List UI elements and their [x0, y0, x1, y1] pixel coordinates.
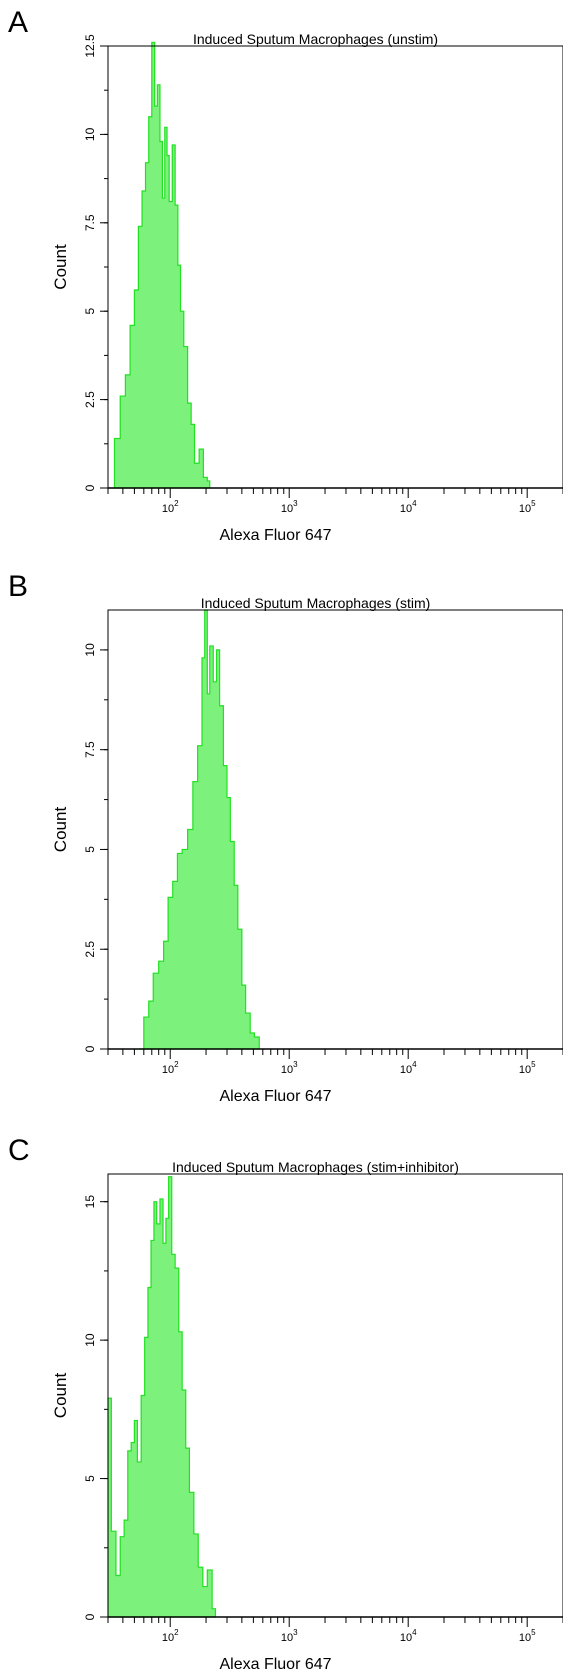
y-tick-label: 2.5 [83, 391, 97, 408]
y-axis-label: Count [51, 244, 70, 290]
x-tick-label: 105 [519, 1060, 536, 1076]
y-axis-label: Count [51, 807, 70, 853]
panel-letter: B [8, 570, 28, 603]
histogram-area [107, 1176, 217, 1618]
y-tick-label: 15 [83, 1195, 97, 1209]
x-tick-label: 103 [281, 1628, 298, 1644]
y-tick-label: 0 [83, 1613, 97, 1620]
x-tick-label: 104 [400, 499, 417, 515]
x-tick-label: 102 [162, 1628, 179, 1644]
x-tick-label: 104 [400, 1628, 417, 1644]
y-tick-label: 0 [83, 1045, 97, 1052]
y-tick-label: 7.5 [83, 741, 97, 758]
y-tick-label: 5 [83, 1475, 97, 1482]
y-tick-label: 2.5 [83, 941, 97, 958]
x-tick-label: 103 [281, 1060, 298, 1076]
panel-b: B Induced Sputum Macrophages (stim) 0 2.5 5 7… [8, 570, 563, 1105]
panel-letter: C [8, 1134, 30, 1167]
x-axis-label: Alexa Fluor 647 [219, 1088, 331, 1105]
x-tick-label: 104 [400, 1060, 417, 1076]
histogram-area [108, 41, 211, 489]
x-tick-label: 103 [281, 499, 298, 515]
y-axis-label: Count [51, 1373, 70, 1419]
y-tick-label: 10 [83, 127, 97, 141]
y-tick-label: 0 [83, 484, 97, 491]
y-tick-label: 10 [83, 1333, 97, 1347]
y-tick-label: 10 [83, 643, 97, 657]
chart-title: Induced Sputum Macrophages (stim+inhibit… [172, 1159, 459, 1175]
chart-title: Induced Sputum Macrophages (stim) [201, 595, 431, 611]
x-tick-label: 102 [162, 1060, 179, 1076]
x-axis-label: Alexa Fluor 647 [219, 1656, 331, 1673]
x-tick-label: 102 [162, 499, 179, 515]
y-tick-label: 7.5 [83, 214, 97, 231]
panel-a: A Induced Sputum Macrophages (unstim) 0 2.5… [8, 6, 563, 544]
y-tick-label: 5 [83, 846, 97, 853]
y-tick-label: 5 [83, 308, 97, 315]
x-tick-label: 105 [519, 1628, 536, 1644]
x-tick-label: 105 [519, 499, 536, 515]
histogram-area [139, 609, 260, 1050]
panel-letter: A [8, 6, 28, 39]
x-axis-label: Alexa Fluor 647 [219, 527, 331, 544]
y-tick-label: 12.5 [83, 34, 97, 58]
chart-title: Induced Sputum Macrophages (unstim) [193, 31, 438, 47]
panel-c: C Induced Sputum Macrophages (stim+inhibi… [8, 1134, 563, 1673]
